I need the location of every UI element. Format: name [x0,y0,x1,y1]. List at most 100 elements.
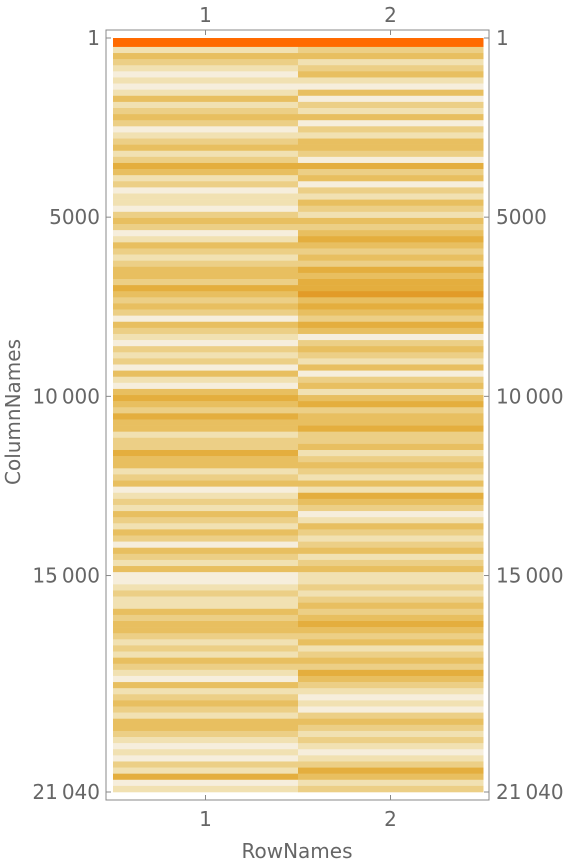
heatmap-cell [298,388,484,396]
heatmap-cell [298,303,484,310]
heatmap-cell [113,242,299,249]
heatmap-cell [113,547,299,555]
heatmap-cell [298,602,484,610]
heatmap-cell [113,211,299,219]
heatmap-cell [298,144,484,152]
heatmap-cell [298,46,484,54]
heatmap-cell [298,572,484,579]
heatmap-cell [113,144,299,152]
heatmap-cell [113,449,299,457]
heatmap-cell [298,578,484,585]
heatmap-cell [113,529,299,536]
heatmap-cell [113,682,299,689]
heatmap-cell [298,291,484,298]
heatmap-cell [113,785,299,793]
heatmap-cell [298,169,484,176]
heatmap-cell [113,596,299,603]
heatmap-cell [298,126,484,133]
heatmap-cell [113,425,299,432]
heatmap-cell [113,38,299,48]
heatmap-cell [113,114,299,121]
heatmap-cell [298,547,484,555]
heatmap-cell [298,114,484,121]
heatmap-cell [113,694,299,701]
heatmap-cell [113,254,299,261]
heatmap-cell [298,468,484,475]
heatmap-cell [298,150,484,158]
heatmap-cell [113,107,299,115]
heatmap-cell [113,217,299,225]
heatmap-cell [113,315,299,323]
y-tick-label-left: 1 [87,26,100,50]
heatmap-cell [298,596,484,603]
heatmap-cell [113,779,299,787]
heatmap-cell [113,559,299,567]
heatmap-cell [113,327,299,335]
plot-frame [105,29,490,801]
heatmap-cell [113,462,299,469]
heatmap-cell [298,559,484,567]
heatmap-cell [298,700,484,707]
heatmap-cell [113,236,299,243]
heatmap-cell [113,755,299,762]
heatmap-cell [113,743,299,750]
heatmap-cell [298,321,484,329]
heatmap-cell [298,529,484,536]
heatmap-cell [298,248,484,255]
heatmap-cell [113,162,299,170]
heatmap-cell [113,65,299,72]
heatmap-cell [298,71,484,78]
heatmap-cell [298,620,484,628]
heatmap-cell [113,169,299,176]
heatmap-cell [298,89,484,97]
heatmap-cell [298,486,484,494]
heatmap-cell [113,633,299,640]
x-axis-label: RowNames [241,839,352,863]
heatmap-cell [298,65,484,72]
heatmap-cell [113,248,299,255]
heatmap-cell [298,309,484,316]
y-tick-label-right: 5000 [496,205,547,229]
heatmap-cell [113,266,299,274]
heatmap-cell [113,706,299,713]
heatmap-cell [113,492,299,500]
heatmap-cell [298,224,484,231]
heatmap-cell [113,517,299,524]
heatmap-cell [113,101,299,109]
heatmap-cell [298,651,484,658]
heatmap-cell [298,181,484,188]
y-tick-label-right: 10 000 [496,384,564,408]
heatmap-cell [113,639,299,646]
heatmap-cell [298,462,484,469]
heatmap-cell [113,120,299,127]
heatmap-cell [113,53,299,60]
y-tick-label-right: 1 [496,26,509,50]
heatmap-cell [113,303,299,310]
y-tick-label-left: 15 000 [32,564,100,588]
heatmap-cells [113,38,484,793]
heatmap-cell [298,132,484,139]
heatmap-cell [113,443,299,451]
heatmap-cell [298,413,484,420]
heatmap-cell [113,584,299,591]
heatmap-cell [113,333,299,341]
heatmap-cell [113,388,299,396]
heatmap-cell [298,614,484,622]
heatmap-cell [113,309,299,316]
heatmap-cell [113,651,299,658]
heatmap-cell [113,340,299,347]
heatmap-cell [298,504,484,512]
heatmap-cell [113,627,299,634]
heatmap-cell [298,382,484,390]
heatmap-cell [113,370,299,378]
heatmap-cell [298,724,484,732]
heatmap-cell [298,449,484,457]
heatmap-cell [113,401,299,408]
heatmap-cell [113,419,299,426]
heatmap-cell [298,419,484,426]
heatmap-cell [113,382,299,390]
heatmap-cell [113,230,299,237]
heatmap-cell [298,657,484,665]
heatmap-cell [113,773,299,781]
